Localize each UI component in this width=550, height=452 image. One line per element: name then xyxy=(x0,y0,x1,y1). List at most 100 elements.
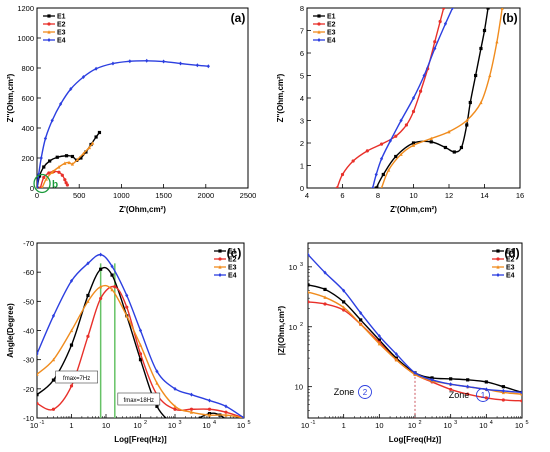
data-point-E3 xyxy=(429,136,433,141)
legend-label-E2: E2 xyxy=(327,22,336,29)
data-point-E4 xyxy=(394,352,398,357)
legend-label-E4: E4 xyxy=(57,38,66,45)
data-point-E1 xyxy=(37,393,39,397)
x-axis-label: Z'(Ohm,cm²) xyxy=(119,205,166,214)
plot-frame xyxy=(36,7,249,189)
data-point-E3 xyxy=(189,410,194,414)
data-point-E2 xyxy=(351,159,355,163)
x-tick-label: 10 xyxy=(479,421,487,430)
data-point-E2 xyxy=(466,392,470,396)
legend-marker-E1 xyxy=(317,14,321,18)
data-point-E1 xyxy=(466,378,470,382)
data-point-E3 xyxy=(447,129,451,134)
data-point-E1 xyxy=(99,267,103,271)
data-point-E2 xyxy=(308,300,310,304)
data-point-E3 xyxy=(224,413,228,417)
y-tick-label: 400 xyxy=(21,124,34,133)
x-tick-label: 2000 xyxy=(197,191,214,200)
data-point-E1 xyxy=(86,293,90,298)
y-tick-label: -60 xyxy=(23,268,34,277)
data-point-E2 xyxy=(404,123,408,127)
y-tick-label: 0 xyxy=(30,184,34,193)
legend-label-E4: E4 xyxy=(228,273,237,280)
data-point-E1 xyxy=(79,156,83,160)
data-point-E4 xyxy=(145,58,149,63)
data-point-E1 xyxy=(381,172,385,177)
x-tick-label-exponent: 2 xyxy=(418,420,421,426)
data-point-E1 xyxy=(449,377,453,381)
data-point-E2 xyxy=(433,40,437,44)
data-point-E2 xyxy=(335,186,339,188)
data-point-E1 xyxy=(51,378,56,382)
legend-label-E2: E2 xyxy=(57,22,66,29)
x-tick-label: 10 xyxy=(102,421,110,430)
data-point-E1 xyxy=(484,380,488,384)
panel-label: (a) xyxy=(231,11,246,25)
series-layer xyxy=(37,58,210,188)
data-point-E3 xyxy=(380,186,383,188)
data-point-E4 xyxy=(207,398,212,403)
data-point-E3 xyxy=(394,357,398,362)
data-point-E3 xyxy=(138,343,143,347)
data-point-E4 xyxy=(138,328,143,333)
data-point-E4 xyxy=(413,370,417,375)
legend-label-E4: E4 xyxy=(327,38,336,45)
data-point-E2 xyxy=(442,8,446,10)
x-tick-label-exponent: 4 xyxy=(490,420,493,426)
data-point-E4 xyxy=(379,156,384,161)
series-layer xyxy=(335,8,504,188)
x-tick-label: 10 xyxy=(202,421,210,430)
data-point-E3 xyxy=(411,143,416,147)
data-point-E2 xyxy=(42,175,46,180)
legend-marker-E1 xyxy=(496,249,500,253)
data-point-E2 xyxy=(47,171,51,175)
data-point-E3 xyxy=(70,162,75,166)
x-tick-label-exponent: 3 xyxy=(454,420,457,426)
data-point-E3 xyxy=(465,118,469,123)
legend-marker-E1 xyxy=(218,249,222,253)
legend-marker-E2 xyxy=(47,22,51,26)
data-point-E2 xyxy=(224,410,228,414)
data-point-E3 xyxy=(207,413,212,417)
data-point-E3 xyxy=(387,168,391,172)
data-point-E4 xyxy=(69,87,73,91)
legend-marker-E3 xyxy=(218,265,222,269)
series-layer xyxy=(308,252,522,403)
data-point-E4 xyxy=(50,118,54,123)
y-tick-label: -70 xyxy=(23,239,34,248)
data-point-E4 xyxy=(189,392,194,397)
data-point-E4 xyxy=(81,75,86,79)
data-point-E2 xyxy=(449,387,453,392)
data-point-E3 xyxy=(342,305,346,310)
legend-label-E3: E3 xyxy=(506,265,515,272)
data-point-E3 xyxy=(125,314,129,318)
data-point-E1 xyxy=(64,154,69,158)
data-point-E2 xyxy=(37,401,39,406)
data-point-E2 xyxy=(138,352,143,356)
y-tick-label: 4 xyxy=(300,94,304,103)
data-point-E1 xyxy=(429,140,433,144)
x-tick-label: 10 xyxy=(409,191,417,200)
legend-marker-E3 xyxy=(317,30,321,34)
data-point-E2 xyxy=(419,89,423,93)
data-point-E1 xyxy=(468,100,472,105)
y-tick-label: -40 xyxy=(23,327,34,336)
fmax-annotation: fmax=7Hz xyxy=(63,376,90,382)
series-line-E3 xyxy=(37,284,244,418)
legend-marker-E4 xyxy=(496,273,500,277)
legend-label-E4: E4 xyxy=(506,273,515,280)
data-point-E4 xyxy=(422,73,426,78)
panel-label: (d) xyxy=(504,246,519,260)
data-point-E4 xyxy=(37,351,39,356)
legend-label-E1: E1 xyxy=(57,14,66,21)
data-point-E2 xyxy=(520,399,522,403)
series-line-E4 xyxy=(37,253,244,418)
data-point-E2 xyxy=(173,407,177,411)
data-point-E4 xyxy=(359,310,363,315)
data-point-E4 xyxy=(374,172,378,177)
data-point-E3 xyxy=(479,100,483,105)
data-point-E4 xyxy=(128,59,132,64)
data-point-E4 xyxy=(371,186,375,188)
